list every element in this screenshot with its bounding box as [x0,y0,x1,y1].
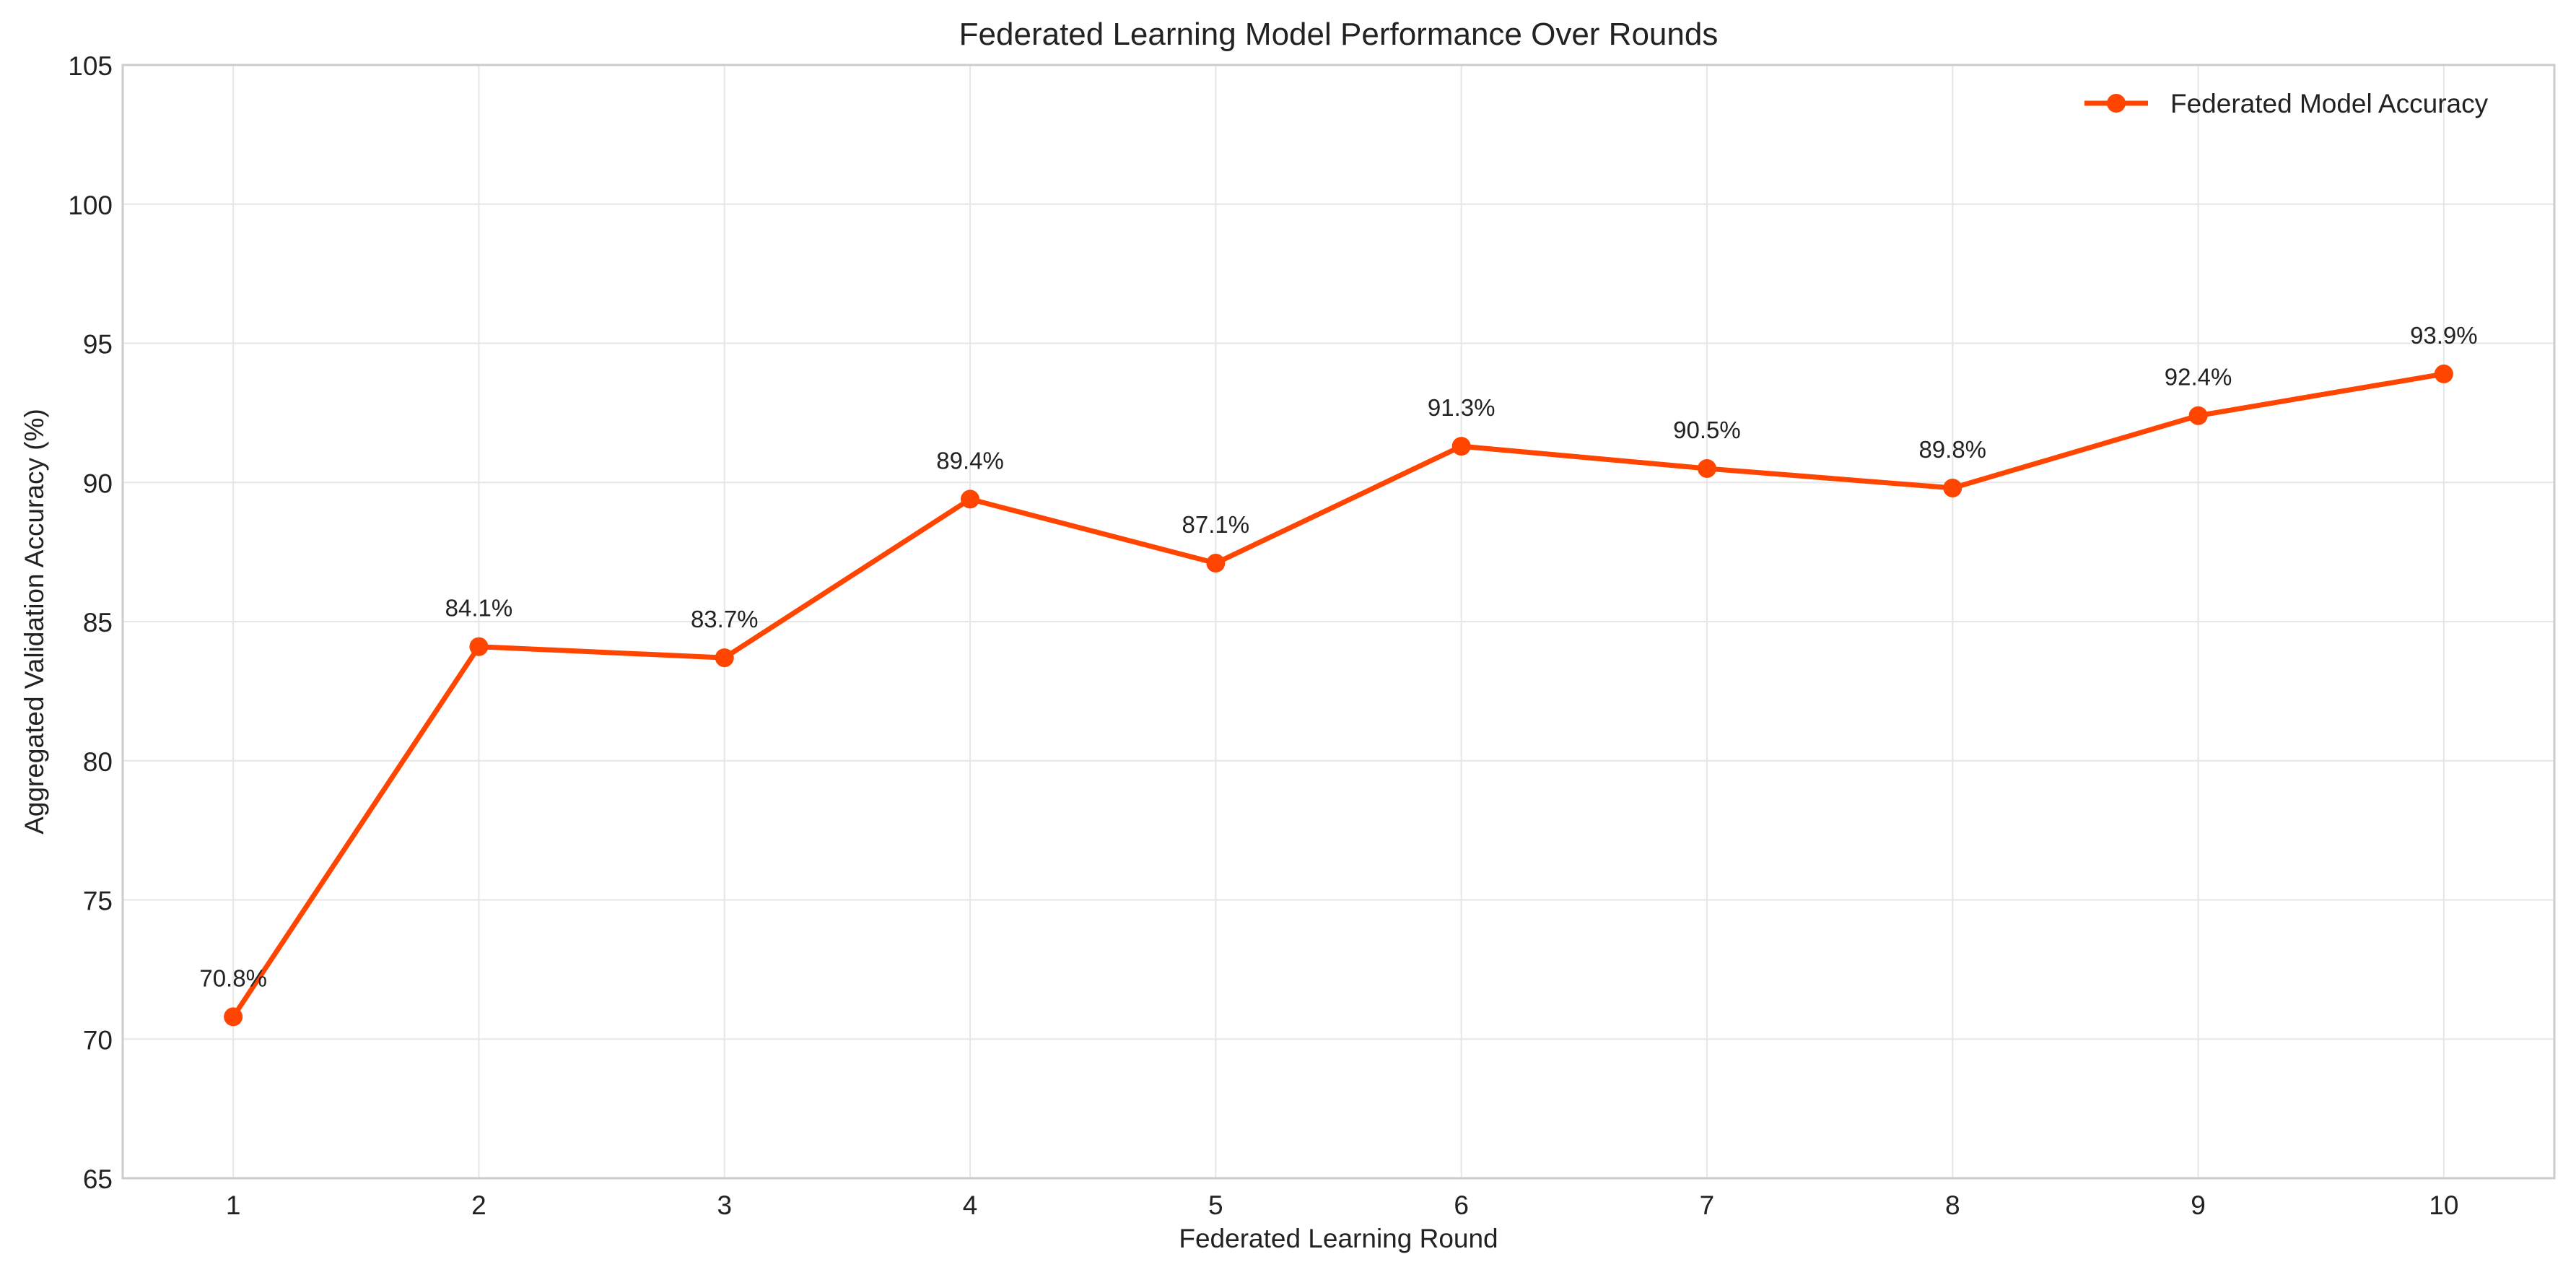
x-tick-label: 7 [1700,1190,1715,1220]
y-tick-label: 80 [83,747,113,777]
data-label: 90.5% [1673,417,1741,443]
x-tick-label: 3 [717,1190,732,1220]
y-tick-label: 95 [83,330,113,360]
data-label: 91.3% [1428,394,1496,421]
legend-marker-swatch [2107,94,2126,113]
series-line [230,371,2447,1019]
data-label: 92.4% [2165,364,2232,391]
data-point [2188,406,2208,425]
x-tick-label: 5 [1208,1190,1223,1220]
data-point [1697,458,1716,478]
data-point [1206,554,1226,573]
y-axis-ticks: 65 70 75 80 85 90 95 100 105 [68,51,113,1194]
data-label: 93.9% [2410,322,2478,349]
data-point [224,1007,243,1027]
x-tick-label: 9 [2191,1190,2206,1220]
x-tick-label: 2 [471,1190,486,1220]
x-tick-label: 8 [1945,1190,1960,1220]
data-label: 70.8% [199,965,267,991]
x-tick-label: 1 [226,1190,241,1220]
chart-title: Federated Learning Model Performance Ove… [959,17,1719,52]
data-point [1943,478,1962,497]
legend-entry-label: Federated Model Accuracy [2170,89,2489,118]
data-label: 84.1% [445,595,513,622]
data-label: 89.8% [1918,436,1986,463]
y-tick-label: 75 [83,887,113,916]
data-point [2434,364,2453,383]
y-tick-label: 105 [68,51,113,81]
y-tick-label: 70 [83,1025,113,1055]
y-tick-label: 90 [83,469,113,498]
y-tick-label: 85 [83,608,113,637]
y-tick-label: 100 [68,191,113,220]
data-point [1451,437,1471,456]
x-tick-label: 10 [2429,1190,2458,1220]
data-point [469,637,489,656]
x-tick-label: 6 [1454,1190,1469,1220]
data-label: 87.1% [1182,511,1250,538]
x-axis-ticks: 1 2 3 4 5 6 7 8 9 10 [226,1190,2459,1220]
y-tick-label: 65 [83,1164,113,1194]
data-point [961,489,980,509]
series-group [224,364,2453,1027]
data-labels: 70.8% 84.1% 83.7% 89.4% 87.1% 91.3% 90.5% 89.8%… [199,322,2477,992]
plot-area-frame [121,64,2556,1180]
x-tick-label: 4 [963,1190,978,1220]
grid-lines [123,64,2554,1179]
x-axis-label: Federated Learning Round [1179,1224,1498,1253]
chart-legend: Federated Model Accuracy [2084,89,2489,118]
data-label: 83.7% [691,606,759,632]
y-axis-label: Aggregated Validation Accuracy (%) [19,409,49,835]
data-label: 89.4% [936,447,1004,474]
data-point [715,648,734,668]
